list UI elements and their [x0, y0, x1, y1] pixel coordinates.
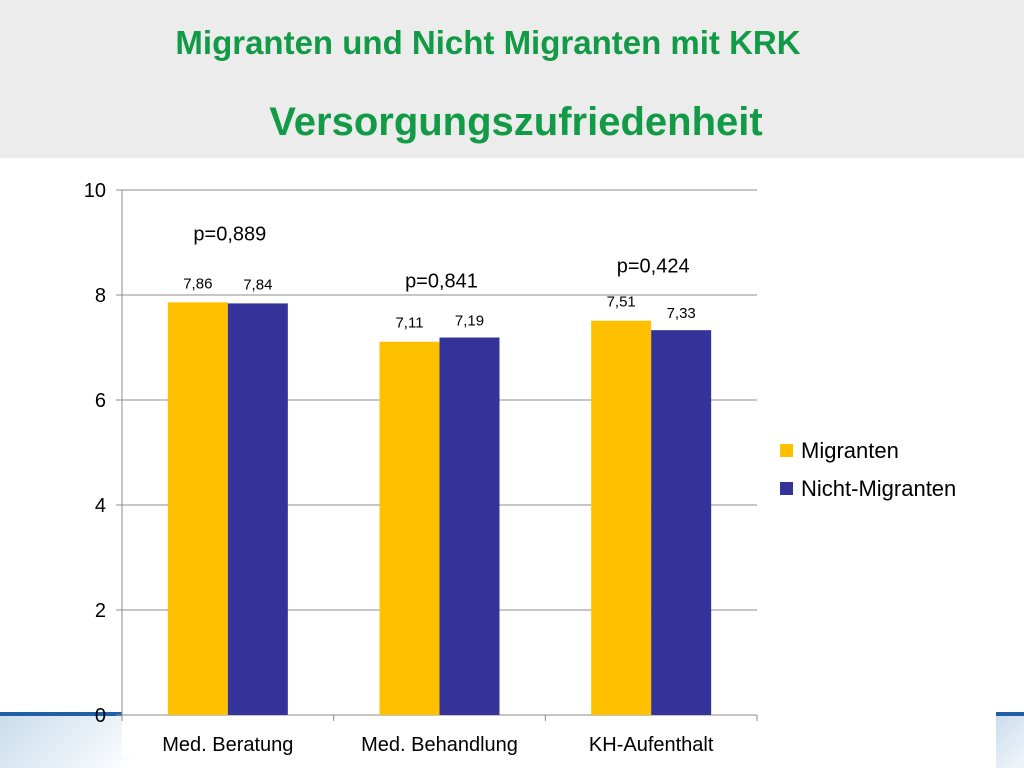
bar-migranten — [379, 341, 440, 715]
legend-label: Nicht-Migranten — [801, 476, 956, 501]
p-value-label: p=0,424 — [617, 256, 690, 278]
decoration-right-bar — [996, 712, 1024, 716]
chart-subtitle: Versorgungszufriedenheit — [269, 100, 763, 144]
data-label: 7,51 — [607, 294, 636, 311]
y-tick-label: 4 — [95, 495, 106, 517]
legend-swatch — [780, 444, 793, 457]
p-value-label: p=0,889 — [193, 223, 266, 245]
y-tick-label: 10 — [84, 180, 106, 202]
bar-migranten — [591, 320, 652, 715]
legend-label: Migranten — [801, 438, 899, 463]
bar-nicht-migranten — [439, 337, 500, 715]
bar-nicht-migranten — [227, 303, 288, 715]
y-tick-label: 2 — [95, 600, 106, 622]
category-label: Med. Beratung — [162, 734, 293, 756]
data-label: 7,33 — [667, 305, 696, 322]
y-tick-label: 8 — [95, 285, 106, 307]
legend-swatch — [780, 482, 793, 495]
p-value-label: p=0,841 — [405, 271, 478, 293]
bar-migranten — [167, 302, 228, 715]
data-label: 7,11 — [395, 315, 423, 332]
title-banner: Migranten und Nicht Migranten mit KRK Ve… — [0, 0, 1024, 158]
data-label: 7,86 — [183, 275, 212, 292]
chart-title: Migranten und Nicht Migranten mit KRK — [175, 24, 801, 61]
data-label: 7,84 — [243, 276, 272, 293]
category-label: Med. Behandlung — [361, 734, 518, 756]
y-tick-label: 6 — [95, 390, 106, 412]
decoration-left-bar — [0, 712, 130, 716]
data-label: 7,19 — [455, 313, 484, 330]
labels: 7,86 7,84 p=0,889 Med. Beratung 7,11 7,19 p=0,… — [162, 223, 714, 756]
decoration-left — [0, 712, 130, 768]
legend: Migranten Nicht-Migranten — [780, 438, 956, 501]
category-label: KH-Aufenthalt — [589, 734, 714, 756]
y-tick-label: 0 — [95, 705, 106, 727]
bars — [167, 302, 712, 715]
bar-nicht-migranten — [651, 330, 712, 715]
decoration-right — [996, 712, 1024, 768]
